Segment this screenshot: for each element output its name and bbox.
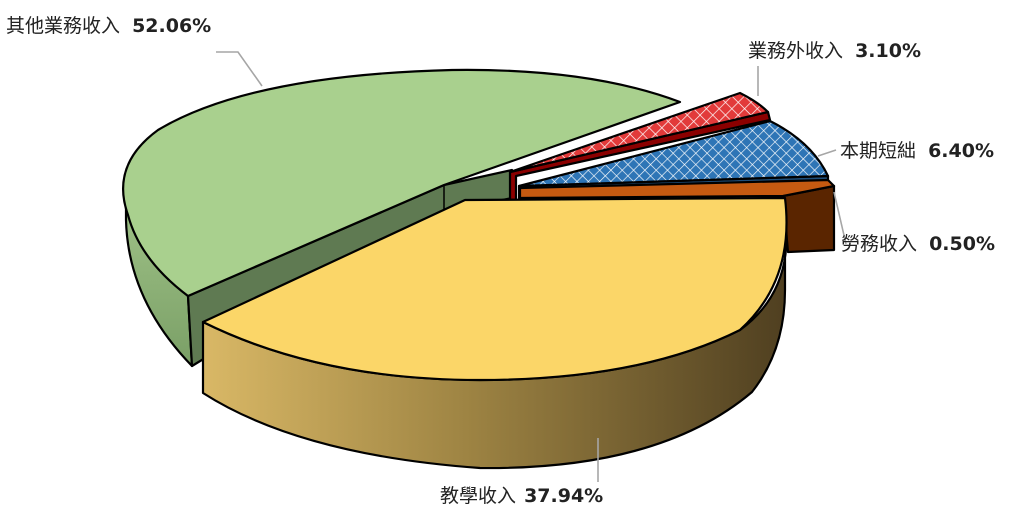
slice-other-business-income-top: [121, 68, 682, 298]
label-service-income-name: 勞務收入: [841, 233, 917, 255]
slice-service-income-side: [781, 184, 836, 254]
slice-non-business-income: [508, 91, 772, 202]
slice-service-income-top: [518, 178, 836, 200]
slice-teaching-income: [201, 196, 788, 470]
label-service-income-value: 0.50%: [929, 233, 995, 255]
leader-current-deficit: [817, 149, 837, 157]
label-non-business-income: 業務外收入 3.10%: [748, 40, 921, 62]
label-other-business-income: 其他業務收入 52.06%: [6, 15, 211, 37]
label-teaching-income-value: 37.94%: [524, 485, 603, 507]
leader-lines: [216, 51, 847, 482]
slice-service-income: [518, 178, 836, 254]
label-service-income: 勞務收入 0.50%: [841, 233, 995, 255]
label-non-business-income-name: 業務外收入: [748, 40, 843, 62]
leader-service-income: [833, 191, 847, 245]
label-other-business-income-value: 52.06%: [132, 15, 211, 37]
label-current-deficit: 本期短絀 6.40%: [840, 140, 994, 162]
slice-current-deficit-top: [517, 119, 830, 188]
label-current-deficit-value: 6.40%: [928, 140, 994, 162]
slice-non-business-income-top: [508, 91, 770, 174]
data-labels: 其他業務收入 52.06% 業務外收入 3.10% 本期短絀 6.40% 勞務收…: [6, 15, 995, 507]
label-other-business-income-name: 其他業務收入: [6, 15, 120, 37]
slice-teaching-income-top: [201, 196, 788, 382]
label-current-deficit-name: 本期短絀: [840, 140, 916, 162]
label-non-business-income-value: 3.10%: [855, 40, 921, 62]
label-teaching-income: 教學收入 37.94%: [440, 485, 603, 507]
label-teaching-income-name: 教學收入: [440, 485, 516, 507]
leader-other-business-income: [216, 51, 263, 87]
